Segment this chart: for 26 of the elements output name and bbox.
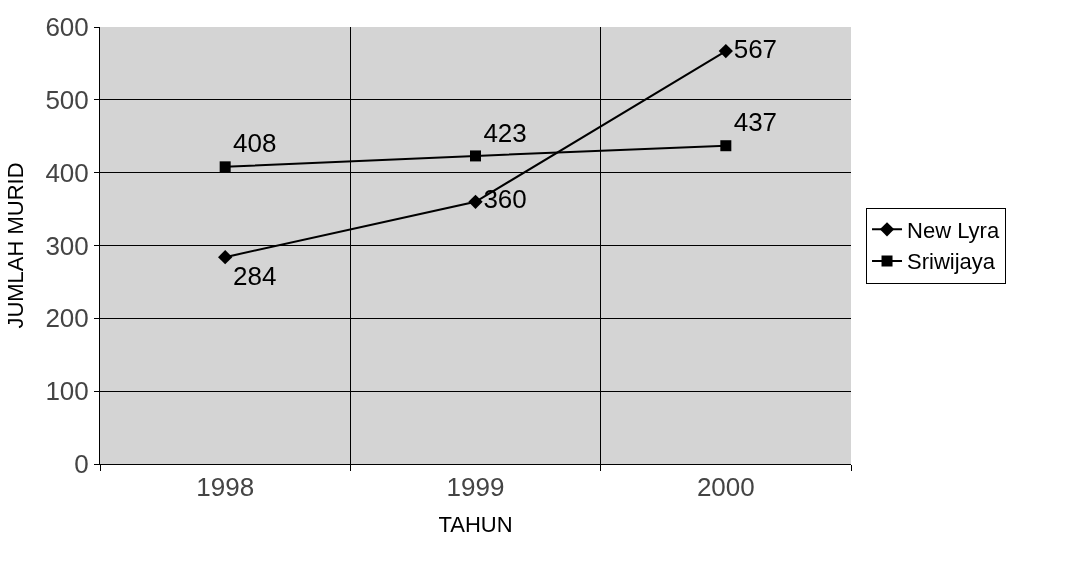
- point: [470, 150, 481, 162]
- y-tick-label: 200: [45, 303, 89, 334]
- data-label: 567: [733, 33, 778, 64]
- y-tick-label: 600: [45, 12, 89, 43]
- data-label: 360: [483, 184, 527, 215]
- legend-label: Sriwijaya: [907, 249, 996, 275]
- y-tick-label: 100: [45, 376, 89, 407]
- data-label: 284: [233, 260, 277, 291]
- point: [468, 194, 483, 209]
- point: [219, 161, 231, 173]
- y-tick-label: 300: [45, 230, 89, 261]
- x-tick-label: 1999: [446, 472, 505, 503]
- data-label: 408: [233, 128, 277, 159]
- legend-label: New Lyra: [907, 217, 1000, 243]
- x-tick-label: 2000: [696, 472, 755, 503]
- data-label: 423: [483, 117, 527, 148]
- x-tick-label: 1998: [196, 472, 255, 503]
- y-tick-label: 400: [45, 157, 89, 188]
- y-tick-label: 0: [74, 449, 89, 480]
- data-label: 437: [733, 107, 778, 138]
- point: [720, 140, 732, 152]
- y-axis-title: JUMLAH MURID: [3, 162, 29, 329]
- y-tick-label: 500: [45, 84, 89, 115]
- x-axis-title: TAHUN: [438, 512, 513, 538]
- point: [718, 43, 733, 59]
- point: [218, 250, 233, 265]
